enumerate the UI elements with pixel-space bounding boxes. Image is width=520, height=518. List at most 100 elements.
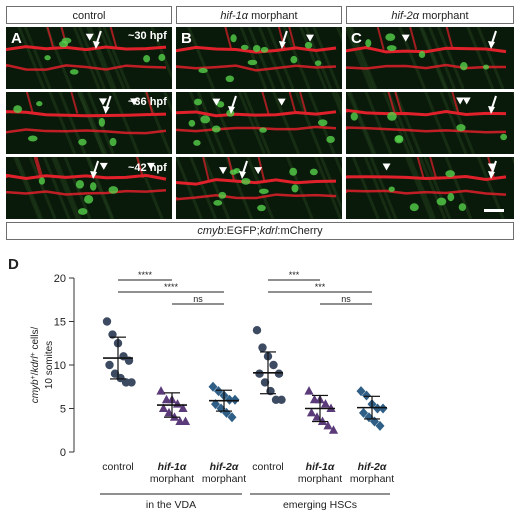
vessel bbox=[6, 45, 167, 52]
y-tick-label: 15 bbox=[54, 317, 66, 329]
column-gene: hif-1α bbox=[220, 10, 249, 22]
column-gene: hif-2α bbox=[391, 10, 420, 22]
vessel bbox=[277, 27, 286, 50]
arrow-marker bbox=[105, 95, 112, 109]
cell-marker bbox=[44, 55, 51, 61]
cell-marker bbox=[317, 119, 328, 127]
column-header-hif2a: hif-2α morphant bbox=[346, 6, 514, 24]
vessel bbox=[387, 92, 396, 113]
arrowhead-marker bbox=[212, 98, 221, 106]
cell-marker bbox=[240, 44, 249, 50]
cell-marker bbox=[291, 184, 299, 193]
significance-label: ns bbox=[193, 294, 203, 304]
arrow-marker bbox=[491, 160, 497, 174]
tissue-streak bbox=[349, 27, 378, 89]
data-point bbox=[255, 369, 264, 378]
arrow-marker bbox=[281, 30, 288, 44]
data-point bbox=[208, 381, 218, 392]
tissue-streak bbox=[387, 92, 415, 154]
tissue-streak bbox=[312, 27, 341, 89]
vessel bbox=[346, 126, 507, 134]
vessel bbox=[376, 27, 385, 50]
column-header-hif1a: hif-1α morphant bbox=[176, 6, 342, 24]
vessel bbox=[257, 157, 266, 183]
arrow-marker bbox=[90, 171, 98, 179]
micrograph bbox=[346, 157, 514, 219]
cell-marker bbox=[458, 203, 467, 211]
x-category-label: hif-2α bbox=[210, 461, 239, 473]
arrow-marker bbox=[488, 41, 495, 49]
micrograph bbox=[346, 27, 507, 89]
cell-marker bbox=[77, 208, 88, 215]
vessel bbox=[6, 173, 167, 181]
cell-marker bbox=[61, 37, 72, 44]
cell-marker bbox=[483, 64, 490, 70]
arrow-marker bbox=[92, 41, 100, 49]
cell-marker bbox=[143, 54, 151, 63]
cell-marker bbox=[460, 61, 468, 71]
vessel bbox=[224, 27, 233, 50]
cell-marker bbox=[230, 34, 237, 43]
y-axis-label: 10 somites bbox=[44, 341, 55, 389]
tissue-streak bbox=[176, 157, 203, 219]
tissue-streak bbox=[369, 157, 398, 219]
cell-marker bbox=[216, 101, 225, 108]
arrowhead-marker bbox=[146, 162, 155, 170]
micrograph bbox=[6, 92, 172, 154]
data-point bbox=[214, 386, 223, 397]
microscopy-panel bbox=[6, 157, 172, 219]
cell-marker bbox=[108, 186, 119, 194]
microscopy-panel bbox=[6, 27, 172, 89]
cell-marker bbox=[109, 137, 117, 147]
cell-marker bbox=[259, 127, 267, 133]
data-point bbox=[304, 386, 314, 395]
vessel bbox=[176, 125, 337, 133]
tissue-streak bbox=[239, 27, 268, 89]
x-category-label: control bbox=[102, 461, 134, 473]
data-point bbox=[156, 386, 166, 395]
arrow-marker bbox=[278, 41, 286, 49]
tissue-streak bbox=[447, 92, 476, 154]
vessel bbox=[6, 63, 167, 71]
tissue-streak bbox=[266, 27, 295, 89]
column-label: morphant bbox=[419, 10, 469, 22]
tissue-streak bbox=[408, 157, 436, 219]
tissue-streak bbox=[48, 92, 77, 154]
tissue-streak bbox=[23, 27, 52, 89]
micrograph bbox=[176, 157, 342, 219]
tissue-streak bbox=[189, 157, 218, 219]
cell-marker bbox=[257, 204, 266, 212]
condition-label: emerging HSCs bbox=[283, 499, 357, 511]
vessel bbox=[445, 27, 454, 50]
cell-marker bbox=[27, 135, 38, 142]
data-point bbox=[227, 412, 237, 423]
scatter-chart: 0 5 10 15 20 cmyb+/kdrl+ cells/10 somites cont… bbox=[30, 270, 395, 511]
cell-marker bbox=[158, 53, 166, 62]
vessel bbox=[409, 27, 418, 50]
cell-marker bbox=[13, 105, 23, 113]
vessel bbox=[429, 157, 438, 179]
tissue-streak bbox=[28, 157, 57, 219]
cell-marker bbox=[98, 117, 106, 127]
arrow-marker bbox=[227, 106, 235, 114]
tissue-streak bbox=[444, 157, 473, 219]
tissue-streak bbox=[294, 92, 323, 154]
tissue-streak bbox=[51, 157, 79, 219]
arrowhead-marker bbox=[99, 162, 108, 170]
cell-marker bbox=[394, 135, 404, 144]
vessel bbox=[394, 92, 403, 113]
panel-letter-a: A bbox=[11, 30, 22, 47]
data-point bbox=[364, 412, 374, 423]
tissue-streak bbox=[272, 92, 301, 154]
x-category-label: morphant bbox=[350, 473, 394, 485]
arrowhead-marker bbox=[382, 163, 391, 171]
tissue-streak bbox=[314, 157, 342, 219]
timepoint-label: ~36 hpf bbox=[128, 96, 167, 108]
cell-marker bbox=[75, 180, 85, 189]
cell-marker bbox=[225, 75, 235, 83]
data-point bbox=[317, 416, 328, 426]
tissue-streak bbox=[476, 157, 505, 219]
reporter-caption: cmyb:EGFP;kdrl:mCherry bbox=[6, 222, 514, 240]
cell-marker bbox=[193, 98, 202, 106]
vessel bbox=[6, 188, 167, 196]
